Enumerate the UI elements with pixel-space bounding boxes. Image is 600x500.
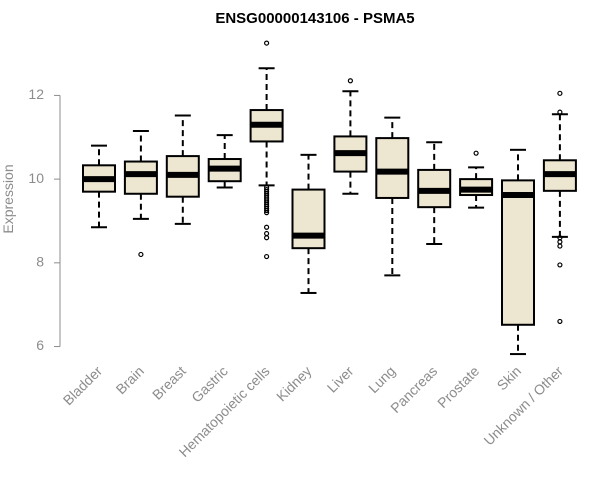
y-tick-label-8: 8 <box>36 254 44 270</box>
y-axis: 6 8 10 12 <box>28 86 61 353</box>
outlier-point <box>264 207 270 214</box>
outlier-point <box>264 235 270 241</box>
box-unknown-other <box>542 90 577 325</box>
x-label-pancreas: Pancreas <box>387 363 440 416</box>
box-liver <box>333 78 368 195</box>
box-bladder <box>82 144 116 229</box>
x-label-kidney: Kidney <box>273 363 315 405</box>
box-kidney <box>291 153 326 294</box>
box-skin <box>501 148 535 356</box>
box-lung <box>375 116 410 277</box>
x-label-liver: Liver <box>324 363 357 396</box>
outlier-point <box>264 253 270 260</box>
box-iqr <box>123 160 158 195</box>
outlier-point <box>557 262 563 268</box>
y-axis-title: Expression <box>0 164 16 233</box>
x-label-unknown-other: Unknown / Other <box>480 363 566 449</box>
box-gastric <box>207 134 242 189</box>
y-tick-label-12: 12 <box>28 86 44 102</box>
outlier-point <box>264 40 270 46</box>
outlier-point <box>557 239 563 245</box>
x-label-skin: Skin <box>494 363 525 394</box>
outlier-point <box>557 109 563 115</box>
x-label-lung: Lung <box>365 363 398 396</box>
outlier-point <box>557 90 563 96</box>
box-iqr <box>501 179 535 326</box>
y-tick-label-10: 10 <box>28 170 44 186</box>
outlier-point <box>557 243 563 249</box>
x-label-breast: Breast <box>149 363 189 403</box>
box-iqr <box>291 188 326 250</box>
x-label-prostate: Prostate <box>434 363 482 411</box>
box-hematopoietic-cells <box>249 40 284 260</box>
outlier-point <box>264 224 270 230</box>
box-iqr <box>375 137 410 199</box>
outlier-point <box>264 210 270 216</box>
box-breast <box>165 114 200 225</box>
y-tick-label-6: 6 <box>36 337 44 353</box>
outlier-point <box>264 230 270 237</box>
box-prostate <box>459 150 494 209</box>
box-pancreas <box>417 141 452 245</box>
outlier-point <box>473 150 479 156</box>
outlier-point <box>138 251 144 258</box>
x-label-bladder: Bladder <box>60 363 106 409</box>
outlier-point <box>557 318 563 325</box>
outlier-point <box>347 78 353 84</box>
x-label-brain: Brain <box>113 363 147 397</box>
chart-title: ENSG00000143106 - PSMA5 <box>215 10 414 27</box>
boxes-layer <box>82 40 577 356</box>
box-brain <box>123 129 158 258</box>
